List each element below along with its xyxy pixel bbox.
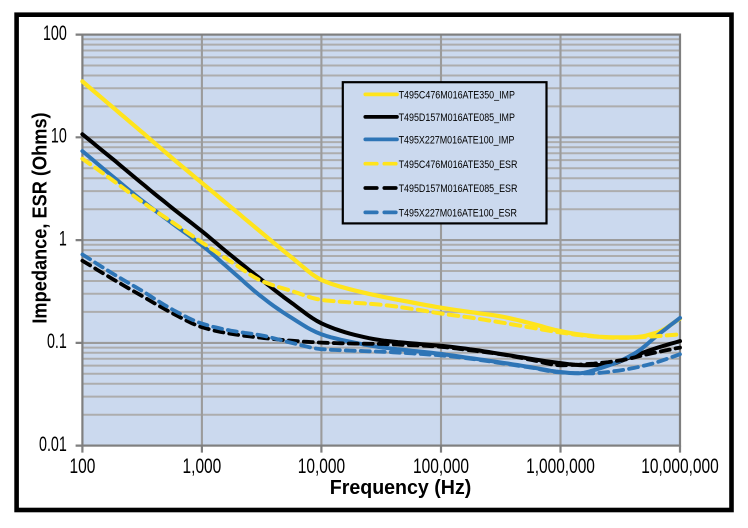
svg-text:T495C476M016ATE350_ESR: T495C476M016ATE350_ESR [399, 159, 518, 171]
svg-text:100: 100 [69, 453, 95, 477]
svg-text:T495D157M016ATE085_IMP: T495D157M016ATE085_IMP [399, 112, 516, 124]
svg-text:T495C476M016ATE350_IMP: T495C476M016ATE350_IMP [399, 90, 516, 102]
svg-text:1: 1 [59, 227, 67, 250]
svg-text:Frequency (Hz): Frequency (Hz) [330, 477, 472, 499]
svg-text:T495X227M016ATE100_IMP: T495X227M016ATE100_IMP [399, 135, 515, 147]
svg-text:1,000,000: 1,000,000 [526, 453, 595, 477]
svg-text:10: 10 [51, 124, 67, 147]
svg-text:T495D157M016ATE085_ESR: T495D157M016ATE085_ESR [399, 183, 518, 195]
svg-text:10,000,000: 10,000,000 [641, 453, 718, 477]
svg-text:0.1: 0.1 [47, 329, 67, 352]
svg-text:Impedance, ESR (Ohms): Impedance, ESR (Ohms) [30, 112, 52, 323]
svg-text:10,000: 10,000 [298, 453, 345, 477]
svg-text:0.01: 0.01 [39, 432, 67, 455]
svg-text:100,000: 100,000 [413, 453, 469, 477]
svg-text:T495X227M016ATE100_ESR: T495X227M016ATE100_ESR [399, 208, 517, 220]
svg-text:1,000: 1,000 [183, 453, 222, 477]
svg-text:100: 100 [43, 21, 67, 44]
